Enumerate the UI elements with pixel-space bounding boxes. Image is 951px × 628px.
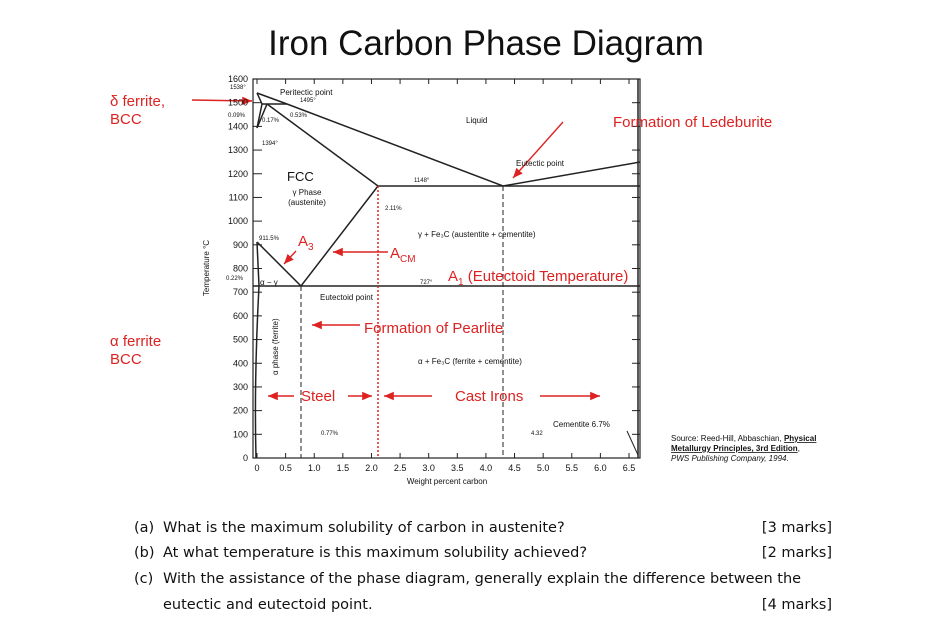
point-label: 4.32 — [531, 431, 543, 437]
y-tick-label: 1500 — [228, 98, 248, 108]
source: PWS Publishing Company, 1994. — [671, 454, 789, 463]
point-label: 1495° — [300, 98, 316, 104]
point-label: 0.09% — [228, 113, 246, 119]
y-tick-label: 600 — [233, 311, 248, 321]
x-tick-label: 2.0 — [365, 463, 378, 473]
source: Metallurgy Principles, 3rd Edition, — [671, 444, 800, 453]
source: Source: Reed-Hill, Abbaschian, Physical — [671, 434, 816, 443]
questions: (a) What is the maximum solubility of ca… — [134, 520, 832, 613]
y-tick-label: 400 — [233, 358, 248, 368]
question-text: With the assistance of the phase diagram… — [163, 571, 801, 587]
region-label: α phase (ferrite) — [271, 318, 280, 375]
region-label: γ + Fe₃C (austentite + cementite) — [418, 230, 536, 239]
y-tick-label: 300 — [233, 382, 248, 392]
side-label: BCC — [110, 351, 142, 368]
point-label: 727° — [420, 280, 433, 286]
y-tick-label: 1400 — [228, 121, 248, 131]
y-tick-label: 200 — [233, 406, 248, 416]
annotation: Formation of Pearlite — [364, 320, 503, 337]
x-tick-label: 2.5 — [394, 463, 407, 473]
question-text: What is the maximum solubility of carbon… — [163, 520, 565, 536]
side-label: δ ferrite, — [110, 93, 165, 110]
y-tick-label: 900 — [233, 240, 248, 250]
question-label: (c) — [134, 571, 153, 587]
side-label: BCC — [110, 111, 142, 128]
x-tick-label: 3.5 — [451, 463, 464, 473]
region-label: FCC — [287, 169, 314, 184]
x-tick-label: 4.0 — [480, 463, 493, 473]
y-tick-label: 1100 — [229, 192, 248, 202]
point-label: 0.77% — [321, 431, 339, 437]
annotation: Eutectoid point — [320, 293, 374, 302]
annotation: ACM — [390, 245, 416, 265]
x-axis-label: Weight percent carbon — [407, 477, 487, 486]
region-label: Cementite 6.7% — [553, 420, 610, 429]
point-label: 1538° — [230, 85, 246, 91]
x-tick-label: 6.0 — [594, 463, 607, 473]
point-label: 0.53% — [290, 113, 308, 119]
question-label: (a) — [134, 520, 154, 536]
x-tick-label: 1.5 — [337, 463, 350, 473]
x-tick-label: 5.5 — [566, 463, 579, 473]
annotation: Cast Irons — [455, 388, 523, 405]
point-label: 911.5% — [259, 236, 280, 242]
point-label: 1148° — [414, 178, 430, 184]
point-label: 0.17% — [262, 118, 280, 124]
point-label: 2.11% — [385, 206, 402, 212]
region-label: γ Phase — [293, 188, 322, 197]
phase-lines — [253, 79, 641, 459]
y-tick-label: 700 — [233, 287, 248, 297]
annotation: Formation of Ledeburite — [613, 114, 772, 131]
x-tick-label: 1.0 — [308, 463, 321, 473]
annotation: Peritectic point — [280, 88, 333, 97]
y-axis-label: Temperature °C — [202, 240, 211, 296]
phase-diagram: 0 0.5 1.0 1.5 2.0 2.5 3.0 3.5 4.0 4.5 5.0 5.5 6.0 6.5… — [110, 74, 816, 486]
x-tick-label: 6.5 — [623, 463, 636, 473]
question-marks: [2 marks] — [762, 545, 832, 561]
x-tick-label: 5.0 — [537, 463, 550, 473]
y-tick-label: 1300 — [228, 145, 248, 155]
pointer — [626, 430, 639, 456]
y-tick-label: 500 — [233, 335, 248, 345]
question-marks: [3 marks] — [762, 520, 832, 536]
question-text: At what temperature is this maximum solu… — [163, 545, 587, 561]
x-tick-label: 3.0 — [422, 463, 435, 473]
x-tick-label: 0 — [254, 463, 259, 473]
y-tick-label: 800 — [233, 264, 248, 274]
arrows — [191, 96, 600, 401]
y-tick-label: 1200 — [228, 169, 248, 179]
point-label: 1394° — [262, 141, 278, 147]
region-label: Liquid — [466, 116, 487, 125]
annotation: Steel — [301, 388, 335, 405]
annotation: A3 — [298, 233, 314, 253]
x-tick-label: 4.5 — [508, 463, 521, 473]
y-tick-label: 100 — [233, 429, 248, 439]
question-marks: [4 marks] — [762, 597, 832, 613]
y-tick-label: 1000 — [228, 216, 248, 226]
x-tick-label: 0.5 — [279, 463, 292, 473]
y-tick-label: 1600 — [228, 74, 248, 84]
y-tick-label: 0 — [243, 453, 248, 463]
annotation: A1 (Eutectoid Temperature) — [448, 268, 628, 288]
region-label: α − γ — [260, 278, 278, 287]
region-label: α + Fe₃C (ferrite + cementite) — [418, 357, 522, 366]
annotation: Eutectic point — [516, 159, 565, 168]
question-label: (b) — [134, 545, 155, 561]
side-label: α ferrite — [110, 333, 161, 350]
question-text: eutectic and eutectoid point. — [163, 597, 373, 613]
region-label: (austenite) — [288, 198, 326, 207]
title: Iron Carbon Phase Diagram — [268, 24, 704, 63]
point-label: 0.22% — [226, 276, 244, 282]
